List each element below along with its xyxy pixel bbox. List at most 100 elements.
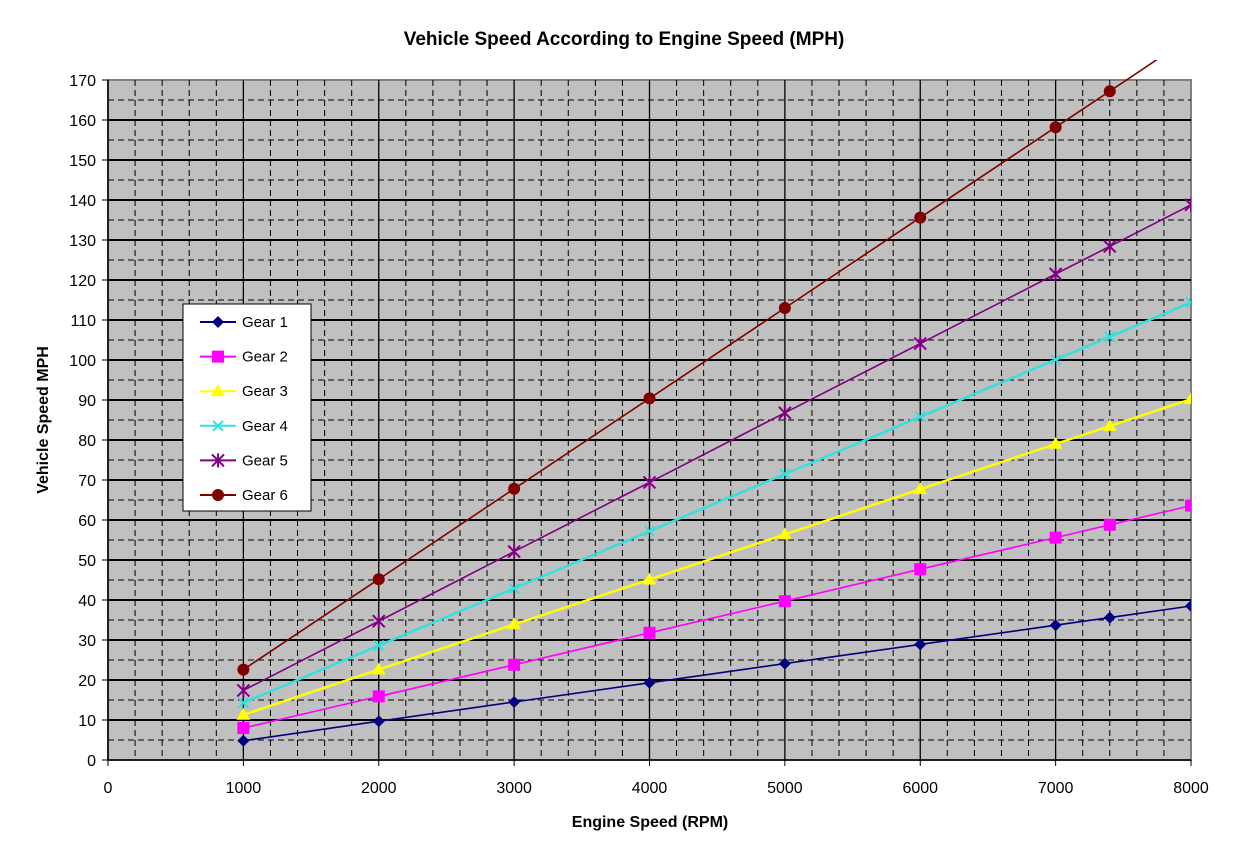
series-group — [236, 60, 1191, 747]
marker-circle — [212, 489, 224, 501]
marker-square — [1185, 499, 1191, 512]
y-tick-label: 50 — [78, 553, 96, 570]
marker-square — [372, 690, 385, 703]
x-tick-label: 2000 — [361, 780, 397, 797]
marker-x — [237, 697, 250, 709]
legend-label: Gear 4 — [242, 418, 288, 435]
marker-triangle — [642, 572, 657, 585]
y-tick-label: 130 — [69, 233, 96, 250]
marker-square — [643, 626, 656, 639]
marker-square — [1103, 518, 1116, 531]
marker-triangle — [913, 482, 928, 495]
tick-labels: 0 10 20 30 40 50 60 70 80 90 100 110 120 130 140 150 160… — [69, 73, 1209, 797]
marker-star — [913, 336, 927, 351]
marker-x — [508, 582, 520, 595]
marker-triangle — [1048, 437, 1063, 449]
marker-star — [507, 544, 521, 559]
legend-item: Gear 2 — [200, 349, 288, 366]
marker-diamond — [778, 657, 791, 670]
marker-diamond — [508, 696, 521, 708]
marker-triangle — [1102, 419, 1117, 431]
marker-star — [642, 475, 657, 490]
y-tick-label: 20 — [78, 673, 96, 690]
x-tick-label: 7000 — [1038, 780, 1074, 797]
x-tick-label: 6000 — [902, 780, 938, 797]
marker-circle — [1103, 85, 1116, 98]
y-tick-label: 40 — [78, 593, 96, 610]
marker-circle — [508, 482, 521, 495]
y-tick-label: 80 — [78, 433, 96, 450]
marker-x — [1049, 353, 1062, 366]
x-axis-label: Engine Speed (RPM) — [572, 814, 728, 831]
legend-label: Gear 6 — [242, 487, 288, 504]
marker-triangle — [236, 707, 251, 720]
y-tick-label: 110 — [70, 313, 96, 330]
marker-x — [779, 468, 791, 480]
x-tick-label: 4000 — [632, 780, 668, 797]
series-gear-5 — [236, 197, 1191, 698]
legend-item: Gear 5 — [200, 452, 288, 469]
marker-star — [1048, 267, 1063, 281]
marker-diamond — [212, 316, 224, 328]
marker-triangle — [777, 527, 792, 540]
marker-diamond — [914, 638, 927, 651]
legend-item: Gear 4 — [200, 418, 288, 435]
marker-circle — [237, 663, 250, 676]
marker-x — [1185, 296, 1191, 309]
y-tick-label: 100 — [69, 353, 96, 370]
marker-square — [237, 722, 250, 734]
chart-title: Vehicle Speed According to Engine Speed … — [404, 29, 845, 50]
legend-item: Gear 1 — [200, 314, 288, 331]
y-axis-label: Vehicle Speed MPH — [35, 346, 52, 494]
x-tick-label: 8000 — [1173, 780, 1209, 797]
marker-square — [212, 350, 224, 363]
marker-x — [643, 525, 656, 537]
legend-label: Gear 5 — [242, 452, 288, 469]
series-gear-6 — [237, 60, 1158, 676]
marker-diamond — [1185, 600, 1191, 612]
x-tick-label: 3000 — [496, 780, 532, 797]
x-tick-label: 0 — [104, 780, 113, 797]
marker-square — [508, 658, 521, 671]
y-tick-label: 70 — [78, 473, 96, 490]
marker-square — [778, 595, 791, 608]
y-tick-label: 170 — [69, 73, 96, 90]
y-tick-label: 140 — [69, 193, 96, 210]
marker-diamond — [372, 715, 385, 728]
marker-x — [212, 420, 224, 432]
marker-triangle — [211, 384, 225, 397]
y-tick-label: 90 — [78, 393, 96, 410]
marker-triangle — [371, 662, 386, 675]
marker-circle — [1049, 121, 1062, 134]
marker-diamond — [1103, 611, 1116, 624]
marker-star — [236, 683, 251, 698]
marker-circle — [914, 211, 927, 224]
marker-star — [778, 405, 792, 420]
marker-star — [211, 453, 225, 468]
y-tick-label: 30 — [78, 633, 96, 650]
y-tick-label: 10 — [78, 713, 96, 730]
x-tick-label: 1000 — [226, 780, 262, 797]
series-gear-3 — [236, 392, 1191, 720]
marker-diamond — [1049, 619, 1062, 632]
marker-circle — [778, 302, 791, 314]
marker-star — [1103, 239, 1117, 254]
y-tick-label: 0 — [87, 753, 96, 770]
series-gear-4 — [237, 296, 1191, 709]
axes — [102, 79, 1192, 766]
legend-item: Gear 6 — [200, 487, 288, 504]
y-tick-label: 120 — [69, 273, 96, 290]
legend: Gear 1 Gear 2 Gear 3 Gear 4 Gear 5 Gear 6 — [182, 303, 312, 512]
marker-circle — [643, 392, 656, 405]
legend-item: Gear 3 — [200, 383, 288, 400]
marker-square — [914, 563, 927, 576]
marker-x — [373, 639, 385, 652]
marker-star — [372, 614, 386, 629]
marker-circle — [372, 573, 385, 586]
y-tick-label: 60 — [78, 513, 96, 530]
marker-square — [1049, 531, 1062, 544]
legend-box — [182, 303, 312, 512]
marker-triangle — [507, 617, 522, 630]
series-gear-1 — [237, 600, 1191, 747]
